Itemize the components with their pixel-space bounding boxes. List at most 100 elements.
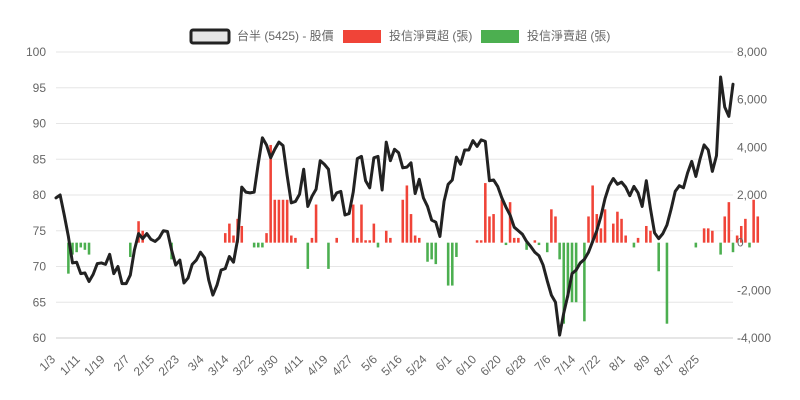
sell-bar [252,242,256,248]
buy-bar [616,211,619,243]
buy-bar [417,237,421,243]
x-tick-label: 3/4 [185,352,207,374]
sell-bar [451,242,454,286]
buy-bar [269,144,272,243]
x-tick-label: 1/3 [36,352,58,374]
left-tick-label: 100 [26,45,46,59]
buy-bar [364,240,367,243]
right-tick-label: 0 [737,236,744,250]
sell-bar [632,242,636,248]
x-tick-label: 6/28 [502,352,529,379]
sell-bar [129,242,132,257]
buy-bar [281,199,285,243]
left-tick-label: 70 [33,260,47,274]
sell-bar [327,242,330,269]
buy-bar [744,218,747,243]
x-tick-label: 2/15 [131,352,158,379]
buy-bar [533,240,537,243]
buy-bar [310,237,314,243]
right-tick-label: -4,000 [737,331,771,345]
legend-label-sell: 投信淨賣超 (張) [527,28,610,43]
sell-bar [537,242,541,246]
sell-bar [731,242,735,253]
x-tick-label: 5/24 [403,352,430,379]
buy-bar [752,199,755,243]
buy-bar [368,240,372,243]
legend-swatch-sell [481,30,519,43]
sell-bar [67,242,70,274]
x-tick-label: 3/14 [205,352,232,379]
x-tick-label: 5/16 [378,352,405,379]
buy-bar [240,225,244,243]
buy-bar [479,240,483,243]
buy-bar [384,230,388,243]
buy-bar [389,237,392,243]
right-tick-label: 6,000 [737,93,767,107]
left-axis: 60 65 70 75 80 85 90 95 100 [26,45,46,345]
buy-bar [550,209,553,243]
buy-bar [223,233,227,243]
x-tick-label: 2/7 [111,352,133,374]
x-tick-label: 2/23 [156,352,183,379]
price-line [54,75,735,337]
right-tick-label: 2,000 [737,188,767,202]
x-tick-label: 1/11 [57,352,83,378]
x-tick-label: 8/1 [606,352,628,374]
price-line-layer [54,75,735,337]
buy-bar [512,237,516,243]
sell-bar [87,242,91,255]
buy-bar [294,237,297,243]
buy-bar [727,202,731,243]
x-tick-label: 3/30 [255,352,282,379]
buy-bar [351,204,355,243]
buy-bar [517,237,520,243]
left-tick-label: 60 [33,331,47,345]
x-tick-label: 7/14 [552,352,579,379]
x-tick-label: 7/6 [532,352,554,374]
buy-bar [277,199,281,243]
legend-label-buy: 投信淨買超 (張) [389,28,472,43]
buy-bar [636,237,640,243]
buy-bar [290,235,293,243]
legend-item-price[interactable]: 台半 (5425) - 股價 [189,28,334,45]
left-tick-label: 80 [33,188,47,202]
sell-bar [434,242,438,265]
buy-bar [335,237,338,243]
sell-bar [665,242,669,324]
sell-bar [748,242,751,248]
buy-bar [484,183,487,243]
legend-item-sell[interactable]: 投信淨賣超 (張) [481,28,610,43]
sell-bar [261,242,264,248]
buy-bar [232,235,235,243]
buy-bar [488,216,491,243]
buy-bar [739,225,743,243]
buy-bar [706,228,710,243]
legend-swatch-buy [343,30,381,43]
sell-bar [426,242,429,262]
sell-bar [562,242,566,324]
buy-bar [612,223,615,243]
buy-bar [500,199,504,243]
legend-item-buy[interactable]: 投信淨買超 (張) [343,28,472,43]
buy-bar [409,214,413,243]
x-tick-label: 6/20 [478,352,505,379]
buy-bar [405,185,409,243]
sell-bar [657,242,660,272]
legend: 台半 (5425) - 股價 投信淨買超 (張) 投信淨賣超 (張) [189,28,610,45]
right-tick-label: 4,000 [737,140,767,154]
buy-bar [624,235,627,243]
sell-bar [71,242,74,255]
buy-bar [508,202,512,243]
buy-bar [711,230,714,243]
sell-bar [83,242,87,250]
sell-bar [694,242,698,248]
gridlines [56,51,733,339]
left-tick-label: 65 [33,295,47,309]
sell-bar [545,242,549,253]
x-tick-label: 4/19 [304,352,331,379]
buy-bar [360,204,363,243]
x-axis: 1/31/111/19 2/72/152/23 3/43/143/223/304/1… [36,352,702,379]
sell-bar [504,242,508,246]
sell-bar [446,242,450,286]
